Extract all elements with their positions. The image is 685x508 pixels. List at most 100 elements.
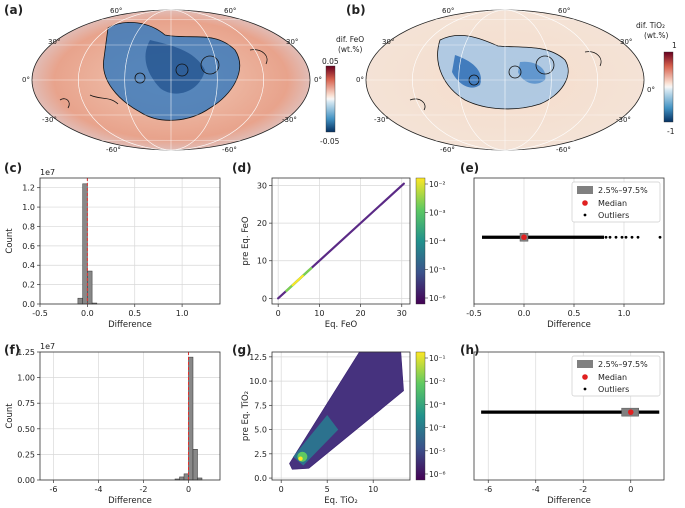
plot-frame bbox=[39, 351, 221, 481]
colorbar-tick-label: 10⁻⁴ bbox=[429, 237, 446, 246]
colorbar-tick-label: 10⁻² bbox=[429, 180, 446, 189]
scatter-peak-core bbox=[291, 274, 304, 287]
y-tick-label: 0.75 bbox=[17, 399, 35, 408]
y-tick-label: 0.00 bbox=[17, 476, 35, 485]
colorbar-tick-label: 10⁻⁶ bbox=[429, 470, 446, 479]
x-tick-label: 0 bbox=[186, 485, 191, 494]
x-tick-label: -6 bbox=[484, 485, 492, 494]
legend-box bbox=[571, 355, 661, 397]
panel-label-d: (d) bbox=[232, 161, 252, 175]
legend-swatch-median bbox=[582, 200, 588, 206]
x-tick-label: 0 bbox=[276, 309, 281, 318]
histogram-bar bbox=[183, 473, 189, 481]
x-tick-label: -6 bbox=[50, 485, 58, 494]
x-tick-label: 5 bbox=[325, 485, 330, 494]
map-a-lat-label: -60° bbox=[106, 146, 121, 154]
median-point bbox=[521, 234, 527, 241]
x-axis-label: Eq. FeO bbox=[325, 320, 358, 330]
outlier-point bbox=[620, 235, 624, 239]
legend-label: Median bbox=[598, 199, 627, 208]
legend-label: 2.5%–97.5% bbox=[598, 186, 648, 195]
colorbar-a-max: 0.05 bbox=[322, 57, 339, 66]
histogram-bar bbox=[192, 449, 198, 481]
map-b-lat-label: -60° bbox=[556, 146, 571, 154]
outlier-point bbox=[608, 235, 612, 239]
map-a-lat-label: 60° bbox=[224, 7, 236, 15]
panel-label-a: (a) bbox=[4, 3, 23, 17]
colorbar-tick-label: 10⁻⁵ bbox=[429, 266, 446, 275]
colorbar-tick-label: 10⁻³ bbox=[429, 400, 446, 409]
x-tick-label: -2 bbox=[579, 485, 587, 494]
outlier-point bbox=[630, 235, 634, 239]
map-a-lat-label: 0° bbox=[22, 76, 30, 84]
y-tick-label: 1.00 bbox=[17, 374, 35, 383]
y-tick-label: 0.4 bbox=[22, 261, 35, 270]
map-a-lat-label: -60° bbox=[222, 146, 237, 154]
y-axis-label: Count bbox=[5, 228, 15, 254]
map-b-lat-label: 0° bbox=[356, 76, 364, 84]
map-meridian bbox=[412, 9, 598, 151]
legend-label: 2.5%–97.5% bbox=[598, 360, 648, 369]
map-b-contours bbox=[409, 34, 602, 111]
y-tick-label: 0.8 bbox=[22, 222, 35, 231]
x-tick-label: 20 bbox=[355, 309, 365, 318]
legend-swatch-outlier bbox=[583, 387, 587, 391]
colorbar-a bbox=[325, 65, 336, 133]
map-a-lat-label: 30° bbox=[286, 38, 298, 46]
y-tick-label: 10.0 bbox=[249, 377, 267, 386]
histogram-bar bbox=[87, 270, 93, 305]
plot-frame bbox=[271, 351, 411, 481]
y-tick-label: 2.5 bbox=[254, 450, 267, 459]
colorbar-tick-label: 10⁻⁵ bbox=[429, 447, 446, 456]
y-scale-label: 1e7 bbox=[40, 168, 55, 177]
map-b-lat-label: 60° bbox=[558, 7, 570, 15]
map-b-features bbox=[409, 34, 602, 111]
scatter-density-max bbox=[298, 456, 303, 461]
x-tick-label: 0.5 bbox=[128, 309, 141, 318]
y-tick-label: 0.2 bbox=[22, 281, 35, 290]
map-b-lat-label: 30° bbox=[620, 38, 632, 46]
y-tick-label: 20 bbox=[257, 219, 267, 228]
y-tick-label: 0.0 bbox=[22, 300, 35, 309]
plot-frame bbox=[473, 351, 665, 481]
outlier-point bbox=[604, 235, 608, 239]
map-a-lat-label: -30° bbox=[42, 116, 57, 124]
charts-layer: -0.5 0.0 0.5 1.00.00.20.40.60.81.01.2Differ… bbox=[5, 168, 665, 506]
x-tick-label: 0 bbox=[279, 485, 284, 494]
colorbar-b-max: 1 bbox=[672, 41, 677, 50]
outlier-point bbox=[614, 235, 618, 239]
y-axis-label: pre Eq. FeO bbox=[241, 216, 251, 265]
plot-frame bbox=[271, 177, 411, 305]
map-panel-a: (a) 60° 60° 30° 30° 0° 0° -30° -30° -60°… bbox=[4, 3, 364, 154]
x-tick-label: -4 bbox=[532, 485, 540, 494]
map-meridian bbox=[78, 9, 264, 151]
legend-label: Outliers bbox=[598, 385, 629, 394]
outlier-point bbox=[636, 235, 640, 239]
x-tick-label: 30 bbox=[397, 309, 407, 318]
histogram-bar bbox=[77, 297, 83, 305]
legend-swatch-median bbox=[582, 374, 588, 380]
legend-swatch-box bbox=[577, 360, 593, 368]
map-a-lat-label: -30° bbox=[282, 116, 297, 124]
x-tick-label: 1.0 bbox=[176, 309, 189, 318]
colorbar bbox=[415, 351, 426, 481]
y-tick-label: 1.2 bbox=[22, 184, 35, 193]
x-tick-label: -0.5 bbox=[466, 309, 482, 318]
histogram-bar bbox=[179, 476, 185, 481]
map-b-mare-region bbox=[437, 35, 569, 109]
colorbar-tick-label: 10⁻² bbox=[429, 377, 446, 386]
map-b-lat-label: 60° bbox=[442, 7, 454, 15]
x-tick-label: 0.0 bbox=[518, 309, 531, 318]
x-tick-label: 0 bbox=[628, 485, 633, 494]
x-tick-label: 10 bbox=[368, 485, 378, 494]
legend-label: Outliers bbox=[598, 211, 629, 220]
colorbar-tick-label: 10⁻³ bbox=[429, 209, 446, 218]
map-b-lat-label: 0° bbox=[647, 86, 655, 94]
map-b-mare-detail bbox=[518, 61, 546, 84]
colorbar-b bbox=[663, 51, 674, 123]
map-a-contours bbox=[59, 22, 268, 121]
x-tick-label: 1.0 bbox=[618, 309, 631, 318]
y-tick-label: 0.50 bbox=[17, 425, 35, 434]
map-b-mare-detail bbox=[452, 55, 481, 88]
